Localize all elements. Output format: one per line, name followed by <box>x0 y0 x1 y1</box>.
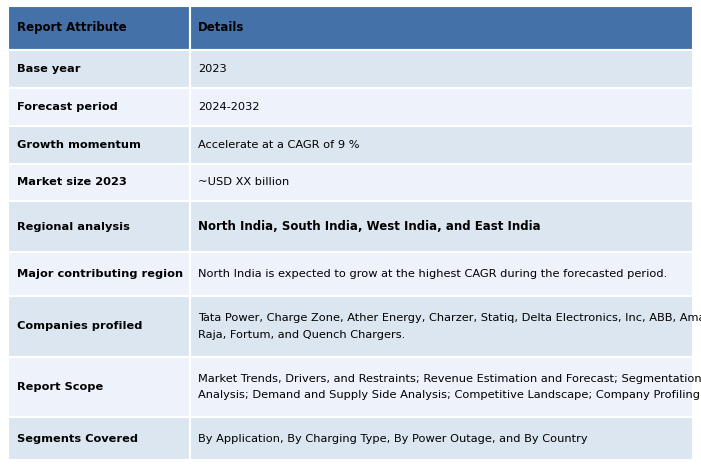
Text: Companies profiled: Companies profiled <box>17 322 142 331</box>
Bar <box>8 201 190 252</box>
Text: North India is expected to grow at the highest CAGR during the forecasted period: North India is expected to grow at the h… <box>198 269 667 279</box>
Bar <box>190 356 693 417</box>
Bar <box>8 164 190 201</box>
Text: Report Attribute: Report Attribute <box>17 21 126 34</box>
Text: Details: Details <box>198 21 245 34</box>
Bar <box>8 88 190 126</box>
Text: 2023: 2023 <box>198 64 226 74</box>
Text: Major contributing region: Major contributing region <box>17 269 183 279</box>
Bar <box>8 126 190 164</box>
Bar <box>8 417 190 460</box>
Text: Base year: Base year <box>17 64 80 74</box>
Bar <box>190 164 693 201</box>
Bar <box>8 50 190 88</box>
Text: Segments Covered: Segments Covered <box>17 434 137 444</box>
Text: ~USD XX billion: ~USD XX billion <box>198 178 290 187</box>
Text: Tata Power, Charge Zone, Ather Energy, Charzer, Statiq, Delta Electronics, Inc, : Tata Power, Charge Zone, Ather Energy, C… <box>198 313 701 340</box>
Text: Regional analysis: Regional analysis <box>17 222 130 232</box>
Bar <box>8 356 190 417</box>
Text: Forecast period: Forecast period <box>17 102 117 112</box>
Bar <box>190 296 693 356</box>
Text: Growth momentum: Growth momentum <box>17 139 140 150</box>
Bar <box>190 50 693 88</box>
Text: Accelerate at a CAGR of 9 %: Accelerate at a CAGR of 9 % <box>198 139 360 150</box>
Bar <box>8 252 190 296</box>
Bar <box>8 6 190 50</box>
Bar <box>190 6 693 50</box>
Text: North India, South India, West India, and East India: North India, South India, West India, an… <box>198 220 540 233</box>
Bar <box>190 126 693 164</box>
Text: Market Trends, Drivers, and Restraints; Revenue Estimation and Forecast; Segment: Market Trends, Drivers, and Restraints; … <box>198 374 701 400</box>
Bar <box>190 417 693 460</box>
Text: 2024-2032: 2024-2032 <box>198 102 259 112</box>
Bar <box>190 88 693 126</box>
Text: Market size 2023: Market size 2023 <box>17 178 126 187</box>
Bar <box>190 252 693 296</box>
Text: By Application, By Charging Type, By Power Outage, and By Country: By Application, By Charging Type, By Pow… <box>198 434 587 444</box>
Bar <box>190 201 693 252</box>
Text: Report Scope: Report Scope <box>17 382 103 392</box>
Bar <box>8 296 190 356</box>
